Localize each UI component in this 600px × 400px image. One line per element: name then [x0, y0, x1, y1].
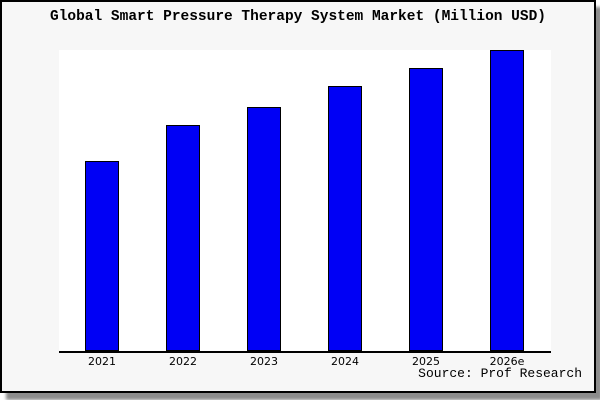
plot-area: [59, 50, 551, 353]
bar-2025: [409, 68, 443, 351]
bar-2023: [247, 107, 281, 351]
source-note: Source: Prof Research: [418, 366, 582, 381]
x-tick-label-2025: 2025: [412, 355, 440, 368]
bar-2024: [328, 86, 362, 351]
x-tick-label-2024: 2024: [331, 355, 359, 368]
bar-2026e: [490, 50, 524, 351]
x-tick-label-2023: 2023: [250, 355, 278, 368]
bar-2022: [166, 125, 200, 351]
bar-2021: [85, 161, 119, 351]
x-axis-labels: 2021 2022 2023 2024 2025 2026e: [59, 355, 551, 369]
x-tick-label-2021: 2021: [88, 355, 116, 368]
x-tick-label-2022: 2022: [169, 355, 197, 368]
chart-card: Global Smart Pressure Therapy System Mar…: [0, 0, 596, 393]
x-axis-line: [59, 351, 551, 353]
x-tick-label-2026e: 2026e: [489, 355, 525, 368]
chart-title: Global Smart Pressure Therapy System Mar…: [50, 9, 546, 25]
